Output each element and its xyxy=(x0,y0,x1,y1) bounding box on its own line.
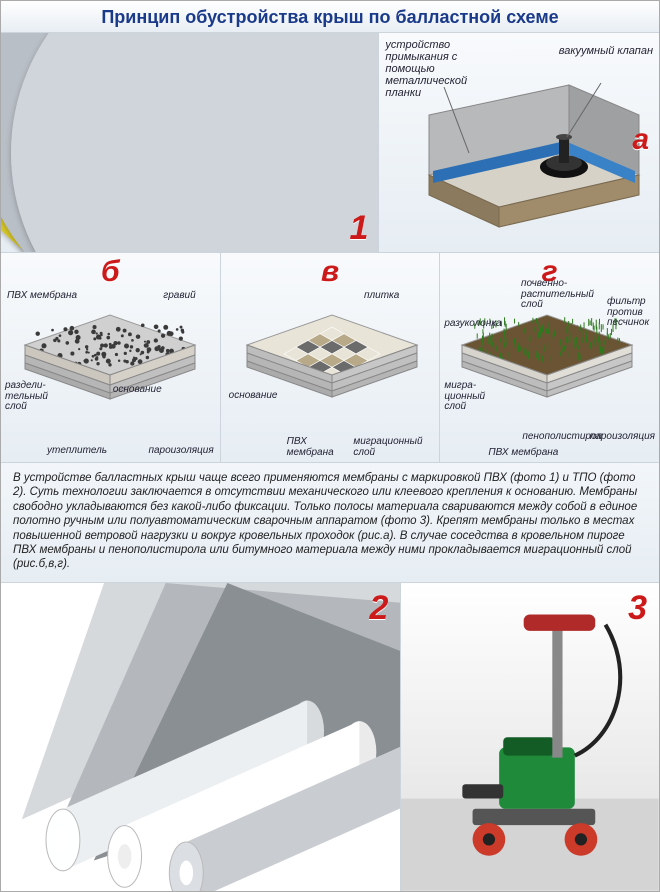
description-text: В устройстве балластных крыш чаще всего … xyxy=(1,463,659,583)
panel-membranes: 1 xyxy=(1,33,379,252)
color-fan-stack xyxy=(1,33,378,252)
labels-d: почвенно- растительный слой разуколонка … xyxy=(440,253,659,462)
labels-b: ПВХ мембрана гравий раздели- тельный сло… xyxy=(1,253,220,462)
iso-scheme-a xyxy=(389,75,649,245)
panel-scheme-d: г почвенно- растительный слой разуколонк… xyxy=(440,253,659,462)
badge-3: 3 xyxy=(628,589,647,628)
badge-a: а xyxy=(632,123,649,157)
row-1: 1 устройствопримыкания спомощьюметалличе… xyxy=(1,33,659,253)
panel-scheme-a: устройствопримыкания спомощьюметаллическ… xyxy=(379,33,659,252)
panel-photo-welder: 3 xyxy=(401,583,659,891)
page-title: Принцип обустройства крыш по балластной … xyxy=(1,1,659,33)
badge-2: 2 xyxy=(369,589,388,628)
row-2: б ПВХ мембрана гравий раздели- тельный с… xyxy=(1,253,659,463)
welder-illustration xyxy=(401,583,659,891)
badge-1: 1 xyxy=(350,209,369,248)
panel-photo-rolls: 2 xyxy=(1,583,401,891)
rolls-illustration xyxy=(1,583,400,891)
panel-scheme-b: б ПВХ мембрана гравий раздели- тельный с… xyxy=(1,253,221,462)
panel-scheme-c: в плитка основание ПВХ мембрана миграцио… xyxy=(221,253,441,462)
labels-c: плитка основание ПВХ мембрана миграционн… xyxy=(221,253,440,462)
callout-right: вакуумный клапан xyxy=(553,45,653,57)
row-3: 2 3 xyxy=(1,583,659,891)
page: Принцип обустройства крыш по балластной … xyxy=(0,0,660,892)
